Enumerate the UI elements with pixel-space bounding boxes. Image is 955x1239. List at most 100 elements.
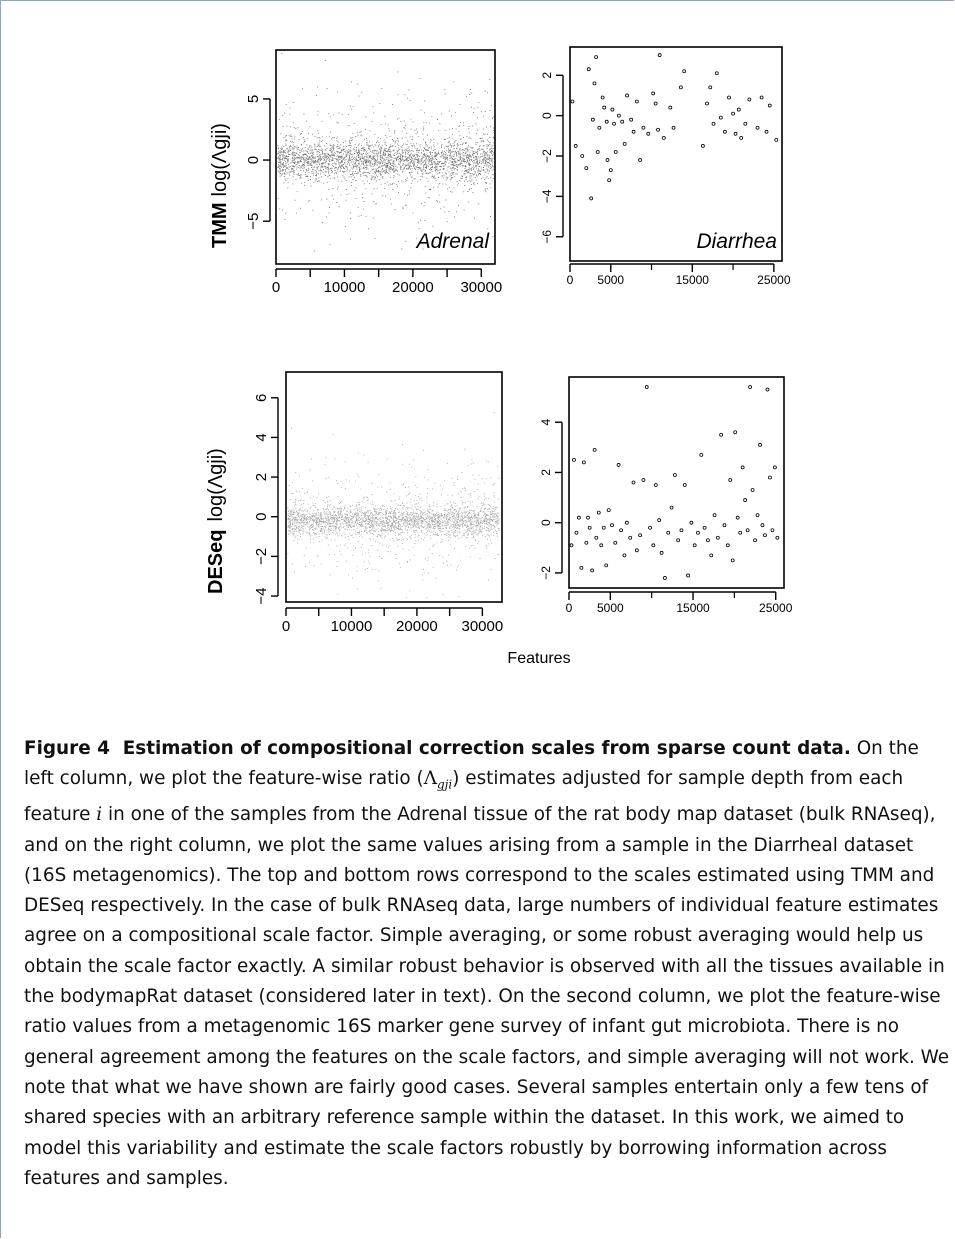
data-point	[646, 131, 651, 136]
data-point	[607, 178, 612, 183]
data-point	[634, 99, 639, 104]
y-tick-label: 4	[253, 433, 270, 441]
data-point	[586, 515, 590, 520]
data-point	[745, 528, 750, 533]
data-points	[570, 53, 779, 201]
data-point	[641, 125, 646, 130]
data-point	[722, 523, 727, 528]
y-tick-label: −6	[540, 230, 554, 244]
data-point	[682, 483, 687, 487]
x-axis: 0 10000 20000 30000	[282, 607, 504, 635]
data-point	[718, 115, 723, 120]
data-point	[604, 119, 609, 124]
x-tick-label: 10000	[331, 618, 373, 635]
data-point	[624, 520, 629, 525]
data-point	[743, 498, 748, 502]
caption-variable: i	[96, 804, 103, 826]
x-tick-label: 20000	[392, 279, 434, 296]
data-point	[604, 563, 609, 568]
data-point	[705, 101, 709, 106]
data-point	[733, 430, 738, 435]
data-point	[625, 93, 629, 98]
x-tick-label: 30000	[462, 618, 504, 635]
data-point	[723, 129, 727, 134]
data-point	[570, 99, 575, 104]
x-tick-label: 0	[282, 618, 290, 635]
data-point	[608, 168, 613, 173]
y-tick-label: 0	[540, 112, 554, 119]
data-point	[709, 553, 714, 558]
data-point	[738, 530, 743, 535]
y-tick-label: 4	[539, 419, 553, 426]
y-tick-label: −4	[540, 189, 554, 203]
data-point	[663, 576, 667, 580]
data-point	[699, 452, 704, 457]
x-tick-label: 0	[566, 601, 573, 615]
data-point	[712, 513, 717, 518]
data-point	[610, 523, 614, 528]
data-point	[613, 540, 618, 545]
data-point	[579, 566, 584, 570]
data-point	[634, 548, 639, 553]
data-point	[760, 523, 765, 528]
x-tick-label: 25000	[757, 273, 791, 287]
data-point	[739, 135, 744, 140]
data-point	[759, 95, 764, 100]
x-tick-label: 25000	[759, 601, 793, 615]
panel-deseq-adrenal: 0 10000 20000 30000 −4 −2 0 2 4 6	[253, 371, 504, 635]
data-point	[689, 520, 694, 525]
data-point	[733, 131, 738, 136]
data-point	[622, 142, 627, 146]
x-tick-label: 20000	[396, 618, 438, 635]
panel-label: Adrenal	[415, 230, 491, 253]
row-label-deseq: DESeq log(Λgji)	[205, 448, 227, 594]
x-tick-label: 5000	[597, 601, 624, 615]
data-point	[620, 119, 625, 124]
data-point	[590, 568, 595, 573]
data-point	[597, 125, 602, 130]
y-tick-label: 2	[539, 469, 553, 476]
data-point	[725, 543, 730, 548]
data-point	[775, 535, 780, 540]
data-point	[651, 543, 656, 548]
data-point	[572, 457, 576, 462]
data-point	[736, 107, 741, 112]
y-tick-label: −5	[245, 213, 262, 230]
y-axis: −5 0 5	[245, 95, 271, 230]
data-point	[728, 478, 733, 482]
data-point	[730, 558, 735, 563]
data-point	[731, 111, 735, 116]
data-point	[740, 465, 745, 470]
data-point	[587, 525, 592, 530]
svg-text:TMMlog(Λgji): TMM log(Λgji)	[209, 123, 231, 248]
data-point	[594, 535, 599, 540]
data-point	[743, 121, 748, 126]
figure-caption: Figure 4 Estimation of compositional cor…	[24, 734, 954, 1194]
data-point	[595, 150, 600, 154]
data-point	[678, 85, 683, 90]
data-point	[719, 432, 724, 437]
data-point	[653, 483, 658, 487]
row-label-tmm: TMM log(Λgji)	[209, 123, 231, 248]
y-axis: −4 −2 0 2 4 6	[253, 394, 279, 605]
plot-frame	[568, 376, 785, 589]
y-tick-label: 5	[245, 95, 262, 103]
y-tick-label: −2	[253, 548, 270, 565]
data-point	[592, 81, 597, 86]
data-point	[767, 103, 772, 108]
data-point	[668, 105, 673, 110]
data-point	[648, 525, 652, 530]
data-point	[589, 196, 594, 201]
data-point	[644, 385, 649, 389]
data-point	[599, 543, 604, 548]
caption-body-3: in one of the samples from the Adrenal t…	[24, 804, 950, 1189]
data-point	[748, 385, 752, 389]
x-axis: 0 5000 15000 25000	[566, 591, 793, 615]
row-label-deseq-expr: log(Λgji)	[205, 448, 227, 521]
data-point	[641, 478, 646, 482]
data-point	[628, 535, 633, 540]
caption-lambda-symbol: Λ	[423, 768, 437, 790]
point-cloud	[287, 412, 500, 599]
data-point	[727, 95, 731, 100]
data-points	[277, 53, 495, 252]
